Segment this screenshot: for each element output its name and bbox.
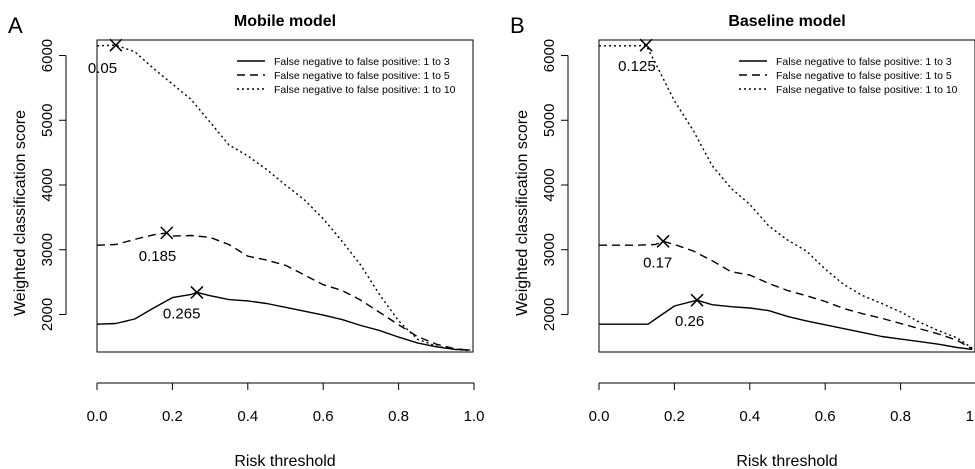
series-line-dotted (599, 44, 973, 349)
optimum-label: 0.185 (139, 248, 177, 265)
x-tick-label: 0.8 (388, 408, 409, 425)
optimum-label: 0.05 (88, 60, 117, 77)
y-tick-label: 6000 (39, 39, 56, 72)
x-axis-title: Risk threshold (234, 453, 335, 469)
panel-title: Baseline model (728, 13, 845, 30)
series-line-dashed (599, 240, 973, 350)
optimum-label: 0.265 (163, 305, 201, 322)
y-axis-title: Weighted classification score (514, 110, 531, 316)
x-tick-label: 1.0 (464, 408, 485, 425)
x-tick-label: 0.0 (87, 408, 108, 425)
optimum-marker (160, 226, 174, 240)
y-axis-title: Weighted classification score (12, 110, 29, 316)
series-line-dashed (96, 232, 471, 351)
legend-entry: False negative to false positive: 1 to 3 (274, 56, 450, 68)
panel-title: Mobile model (234, 13, 336, 30)
legend-entry: False negative to false positive: 1 to 5 (274, 70, 450, 82)
x-tick-label: 0.6 (815, 408, 836, 425)
x-tick-label: 0.6 (313, 408, 334, 425)
legend-entry: False negative to false positive: 1 to 3 (776, 56, 952, 68)
x-tick-label: 0.2 (664, 408, 685, 425)
series-line-solid (599, 299, 973, 351)
y-tick-label: 2000 (39, 298, 56, 331)
series-line-dotted (96, 44, 471, 352)
panel-mobile-model: A Mobile model Risk threshold Weighted c… (8, 13, 484, 469)
panel-letter: B (510, 13, 525, 38)
y-tick-label: 6000 (541, 39, 558, 72)
x-axis-title: Risk threshold (736, 453, 837, 469)
optimum-label: 0.17 (643, 254, 672, 271)
x-tick-label: 0.4 (739, 408, 760, 425)
panel-baseline-model: B Baseline model Risk threshold Weighted… (510, 13, 975, 469)
optimum-marker (109, 38, 123, 52)
optimum-label: 0.125 (618, 58, 656, 75)
optimum-label: 0.26 (675, 313, 704, 330)
y-tick-label: 5000 (39, 104, 56, 137)
y-tick-label: 4000 (541, 168, 558, 201)
optimum-marker (656, 234, 670, 248)
x-tick-label: 1.0 (966, 408, 975, 425)
x-tick-label: 0.2 (162, 408, 183, 425)
legend-entry: False negative to false positive: 1 to 1… (274, 84, 456, 96)
y-tick-label: 3000 (39, 233, 56, 266)
plot-frame (598, 39, 975, 353)
panel-letter: A (8, 13, 23, 38)
legend-entry: False negative to false positive: 1 to 5 (776, 70, 952, 82)
legend-entry: False negative to false positive: 1 to 1… (776, 84, 958, 96)
y-tick-label: 4000 (39, 168, 56, 201)
x-tick-label: 0.0 (589, 408, 610, 425)
y-tick-label: 2000 (541, 298, 558, 331)
x-tick-label: 0.4 (237, 408, 258, 425)
plot-frame (96, 39, 474, 353)
optimum-marker (639, 38, 653, 52)
optimum-marker (690, 293, 704, 307)
optimum-marker (190, 285, 204, 299)
x-tick-label: 0.8 (890, 408, 911, 425)
y-tick-label: 5000 (541, 104, 558, 137)
y-tick-label: 3000 (541, 233, 558, 266)
series-line-solid (96, 291, 471, 351)
